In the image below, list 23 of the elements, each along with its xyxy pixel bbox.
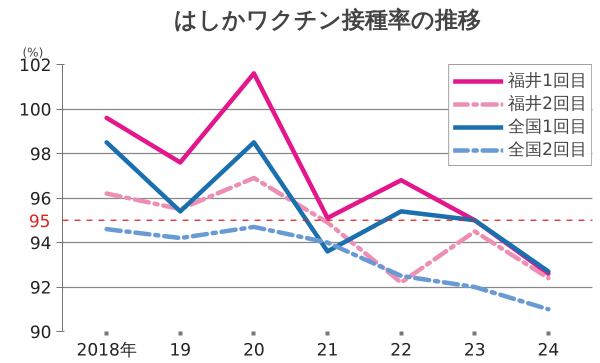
legend-label: 福井1回目: [508, 70, 587, 92]
x-tick-label: 24: [538, 340, 560, 360]
line-series: [104, 224, 551, 312]
y-axis-title: (%): [22, 46, 44, 60]
x-tick-label: 23: [464, 340, 486, 360]
x-tick-label: 20: [243, 340, 265, 360]
y-tick-label: 98: [30, 145, 52, 165]
x-tick-label: 19: [169, 340, 192, 360]
y-tick-label: 94: [30, 234, 52, 254]
line-series: [104, 176, 551, 285]
chart-title: はしかワクチン接種率の推移: [174, 6, 481, 34]
x-tick-label: 22: [390, 340, 412, 360]
legend-label: 全国1回目: [508, 116, 587, 138]
y-tick-label: 92: [30, 278, 52, 298]
y-tick-label: 90: [30, 323, 52, 343]
line-series: [104, 140, 551, 274]
x-tick-label: 2018年: [76, 340, 137, 360]
legend-label: 福井2回目: [508, 93, 587, 115]
y-tick-label: 100: [19, 100, 52, 120]
y-tick-label: 96: [30, 190, 52, 210]
legend-label: 全国2回目: [508, 139, 587, 161]
x-tick-label: 21: [316, 340, 338, 360]
ref-line-label: 95: [28, 212, 51, 232]
